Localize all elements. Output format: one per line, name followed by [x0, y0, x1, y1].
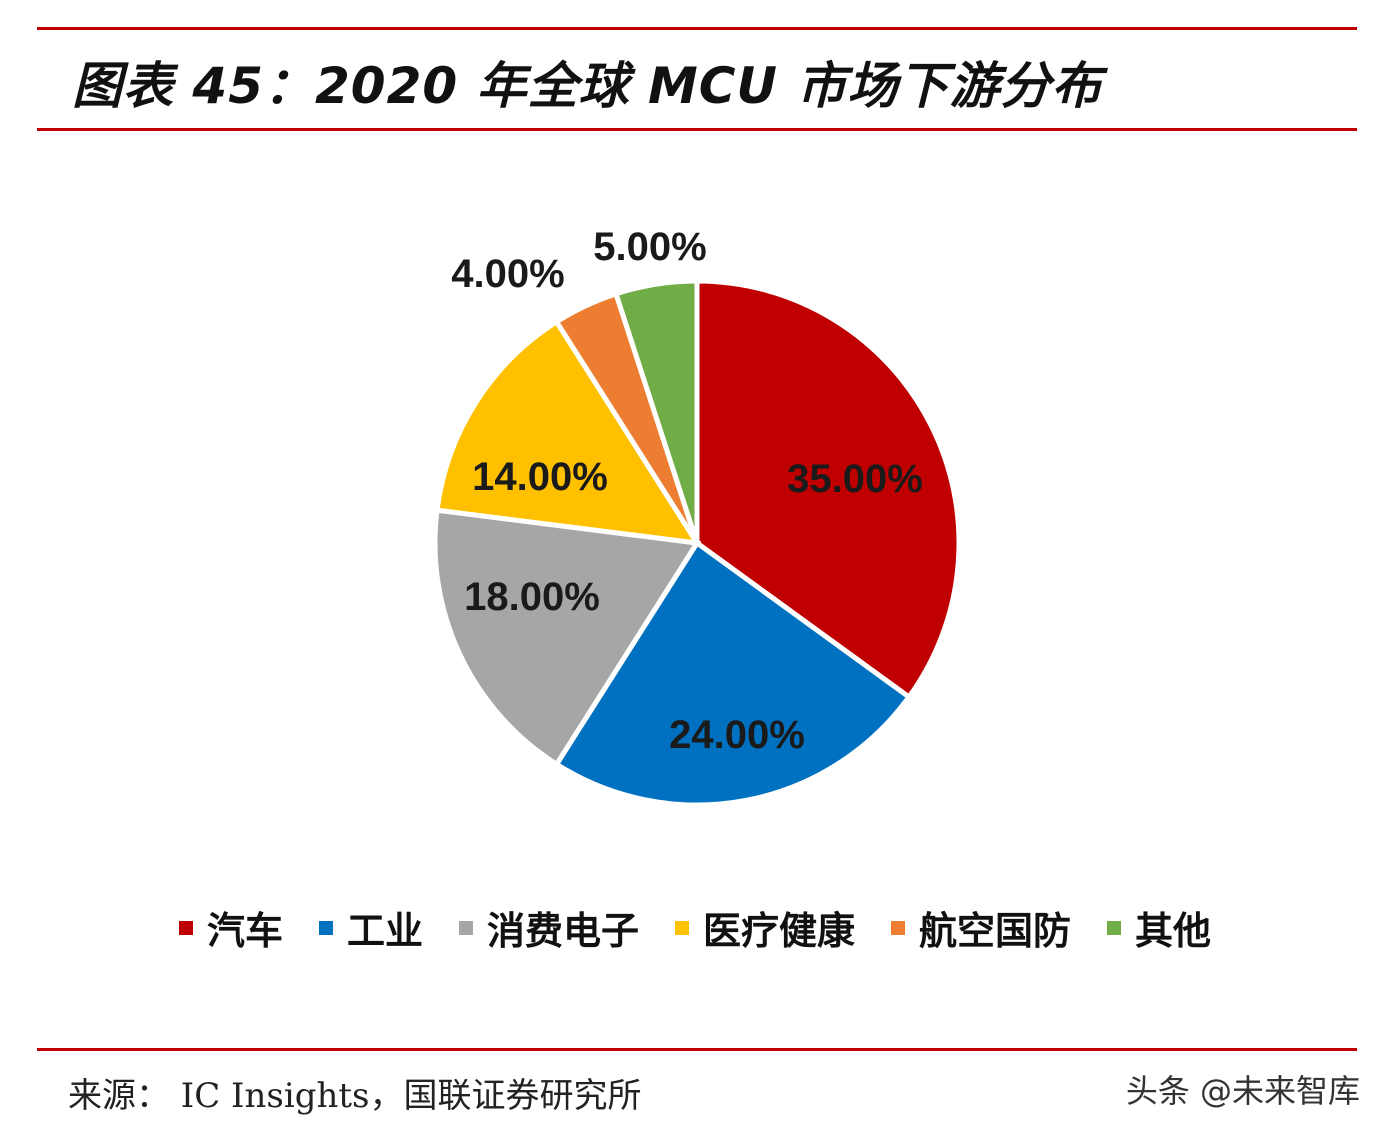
bottom-rule [37, 1048, 1357, 1051]
source-note: 来源： IC Insights，国联证券研究所 [68, 1076, 642, 1116]
pie-slice-2 [553, 539, 913, 808]
data-label-2: 24.00% [669, 713, 805, 757]
legend-swatch [178, 920, 193, 935]
data-label-5: 4.00% [451, 252, 564, 296]
pie-slice-1 [694, 278, 962, 701]
data-label-1: 35.00% [787, 457, 923, 501]
pie-slice-4 [434, 318, 702, 547]
legend-item-1: 汽车 [178, 900, 283, 955]
legend-label: 消费电子 [486, 909, 639, 953]
legend-item-6: 其他 [1107, 900, 1211, 955]
title-underline [37, 128, 1357, 131]
legend-label: 医疗健康 [703, 909, 856, 953]
legend-item-2: 工业 [318, 900, 423, 955]
legend-swatch [1107, 920, 1122, 935]
legend-label: 其他 [1135, 909, 1212, 953]
chart-title: 图表 45：2020 年全球 MCU 市场下游分布 [72, 57, 1103, 115]
top-rule [37, 27, 1357, 30]
pie-slice-6 [612, 278, 700, 544]
legend-item-5: 航空国防 [891, 900, 1071, 955]
legend-swatch [675, 920, 689, 935]
legend-swatch [318, 920, 333, 935]
watermark: 头条 @未来智库 [1125, 1072, 1360, 1110]
data-label-3: 18.00% [464, 575, 600, 619]
pie-chart: 35.00% 24.00% 18.00% 14.00% 4.00% 5.00% [432, 225, 962, 808]
legend-label: 工业 [346, 909, 423, 953]
legend-item-3: 消费电子 [458, 900, 639, 955]
data-label-4: 14.00% [472, 455, 608, 499]
legend-swatch [458, 920, 473, 935]
legend-label: 汽车 [206, 909, 283, 953]
chart-legend: 汽车 工业 消费电子 医疗健康 航空国防 其他 [0, 900, 1390, 955]
pie-slice-3 [432, 507, 702, 768]
legend-item-4: 医疗健康 [675, 900, 855, 955]
data-label-6: 5.00% [593, 225, 706, 269]
legend-label: 航空国防 [919, 909, 1072, 953]
legend-swatch [891, 920, 906, 935]
